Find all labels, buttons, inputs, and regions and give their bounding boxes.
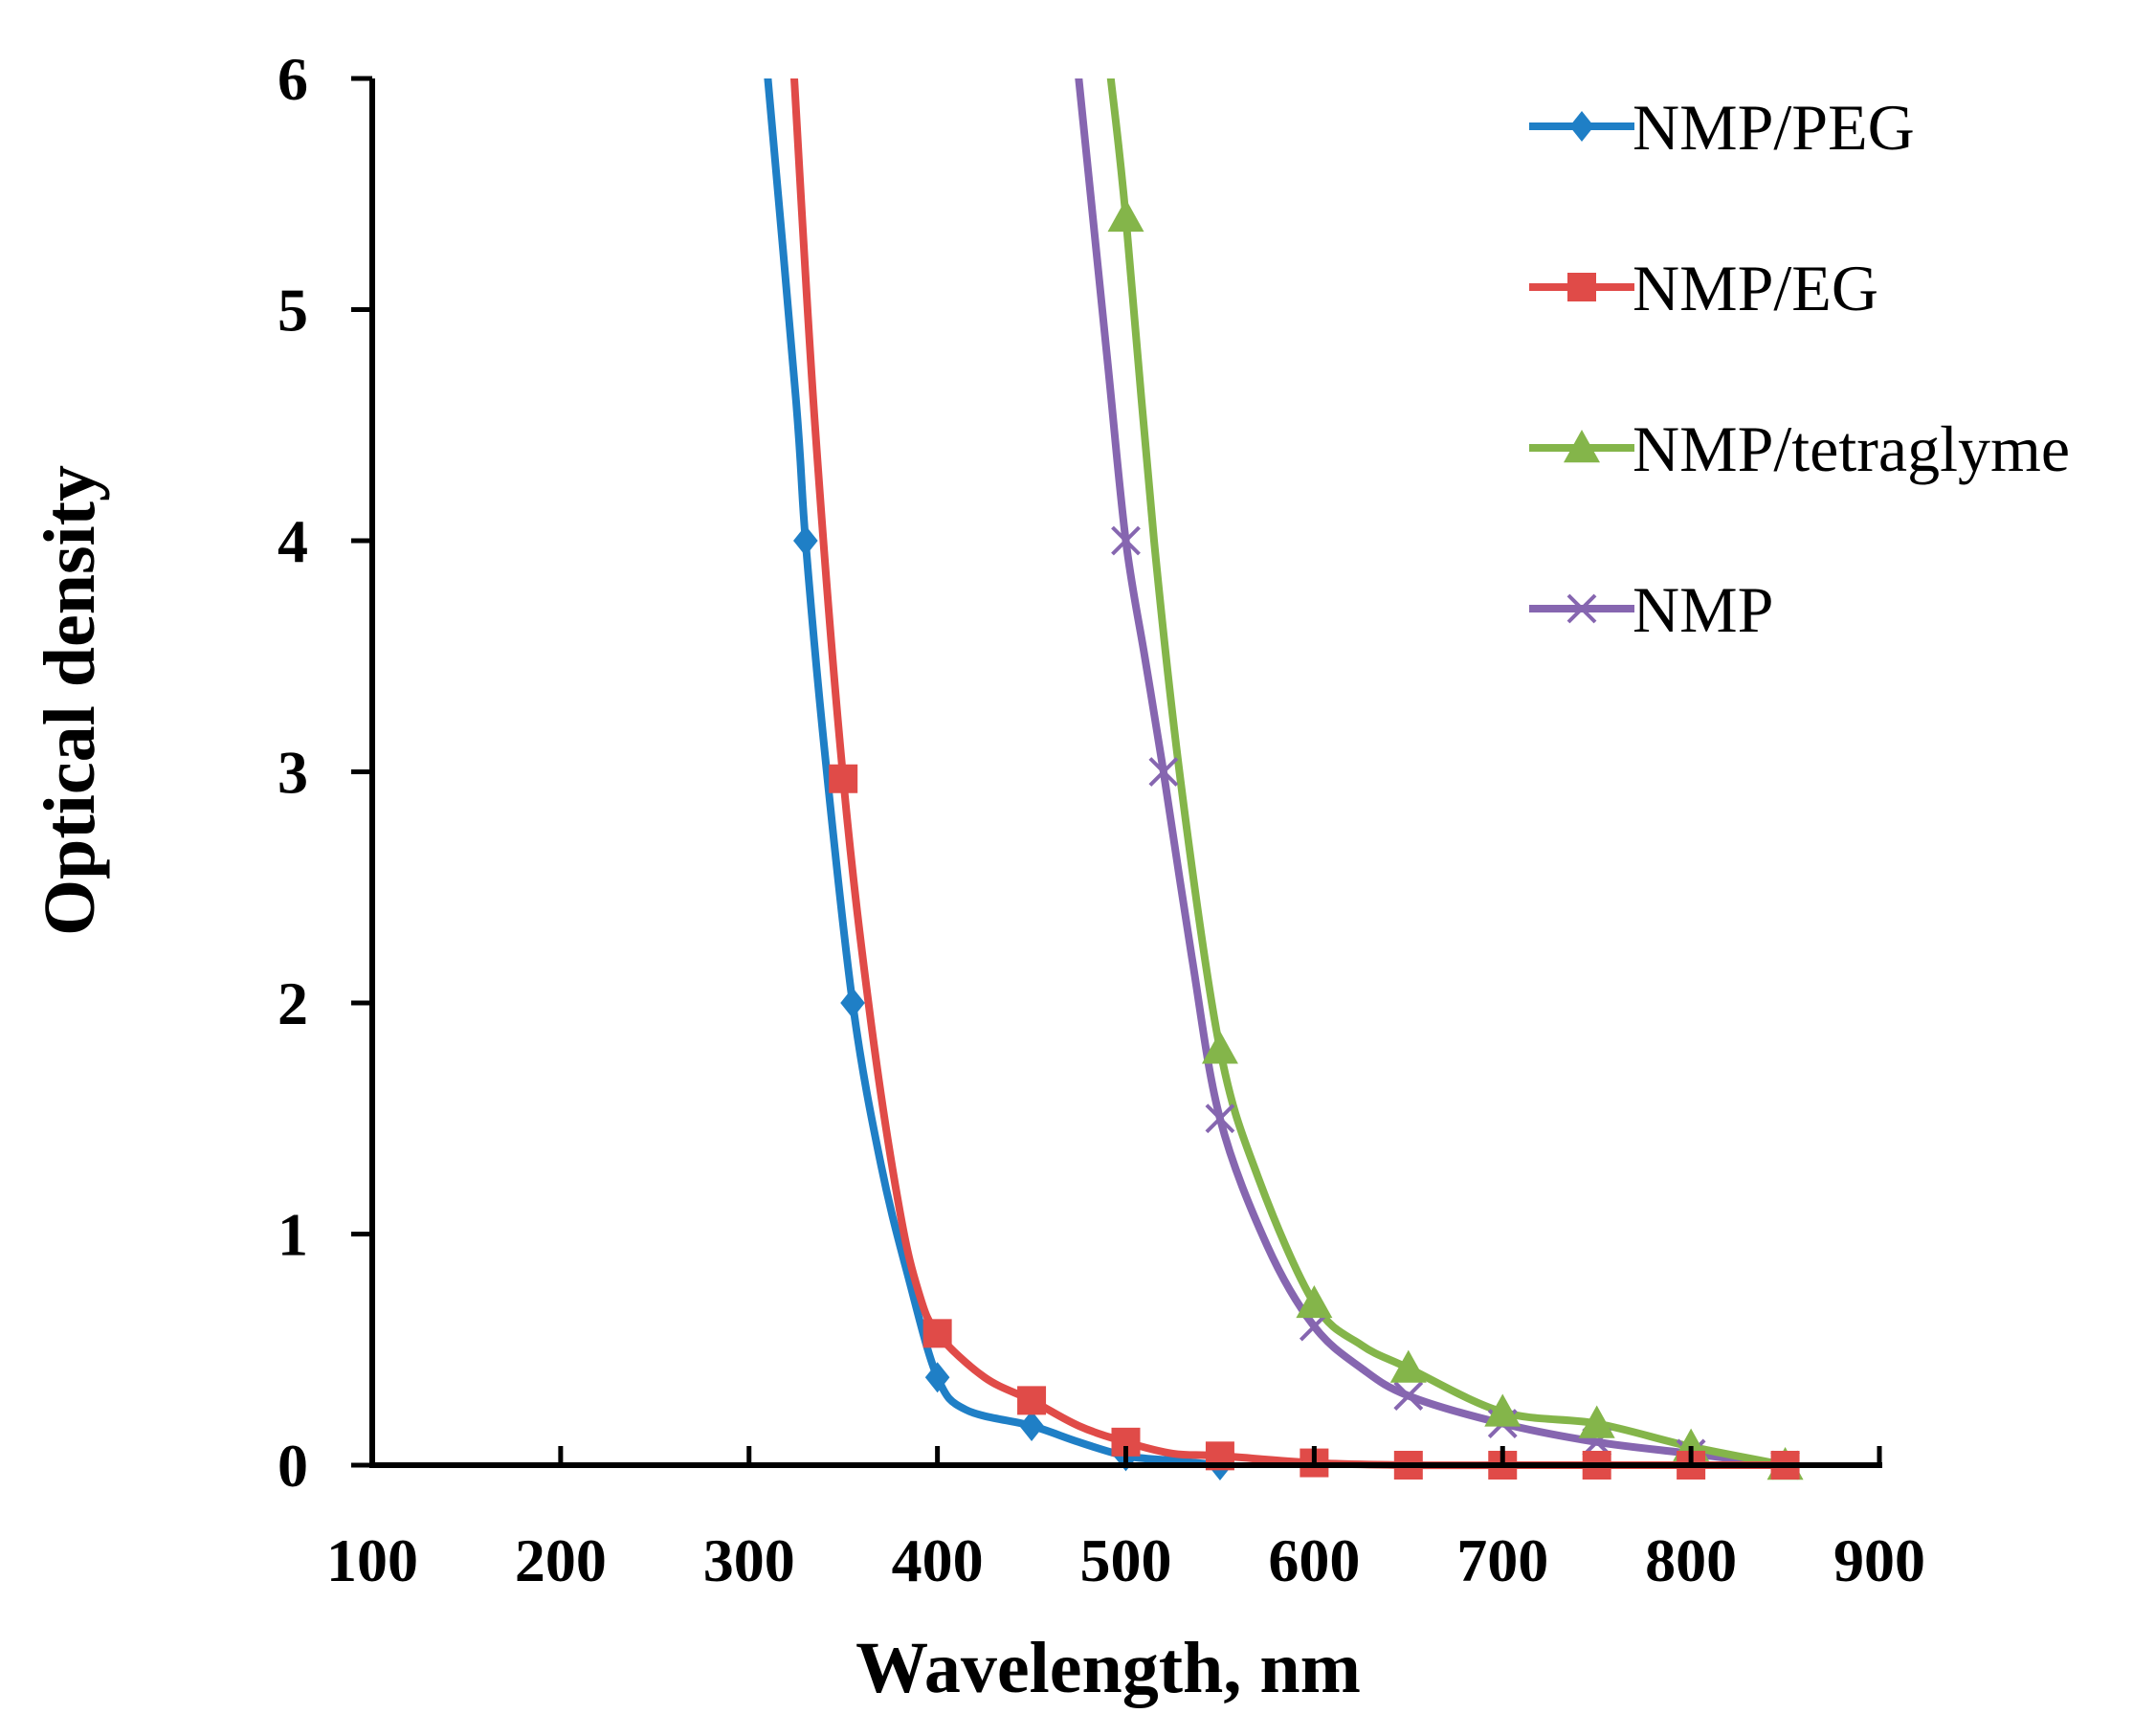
data-point-nmp-peg: [924, 1362, 950, 1393]
legend-marker-nmp-tetraglyme: [1564, 430, 1600, 463]
x-axis-title: Wavelength, nm: [855, 1628, 1361, 1708]
y-tick-label: 6: [278, 45, 308, 113]
legend-label-nmp: NMP: [1633, 573, 1773, 646]
data-point-nmp-tetraglyme: [1578, 1405, 1615, 1438]
data-point-nmp: [1393, 1381, 1424, 1411]
y-tick-label: 4: [278, 507, 308, 575]
data-point-nmp-tetraglyme: [1107, 198, 1144, 233]
series-line-nmp-peg: [764, 78, 1224, 1469]
x-tick-label: 700: [1456, 1526, 1548, 1594]
data-point-nmp-tetraglyme: [1484, 1393, 1522, 1427]
data-point-nmp-peg: [1019, 1410, 1044, 1441]
legend-label-nmp-eg: NMP/EG: [1633, 252, 1878, 324]
y-tick-label: 1: [278, 1201, 308, 1269]
data-point-nmp-tetraglyme: [1201, 1031, 1238, 1064]
series-line-nmp-tetraglyme: [1106, 78, 1789, 1469]
x-tick-label: 300: [703, 1526, 795, 1594]
y-tick-label: 3: [278, 739, 308, 807]
data-point-nmp-eg: [922, 1319, 952, 1348]
data-point-nmp: [1111, 525, 1141, 556]
ticks: 100 200 300 400 500 600 700 800 900 0 1 2 3 4 5 6: [278, 45, 1925, 1594]
data-point-nmp-tetraglyme: [1389, 1349, 1427, 1383]
x-tick-label: 600: [1268, 1526, 1360, 1594]
x-tick-label: 200: [515, 1526, 607, 1594]
x-tick-label: 100: [326, 1526, 418, 1594]
legend-marker-nmp-peg: [1569, 111, 1594, 142]
y-tick-label: 5: [278, 277, 308, 345]
data-point-nmp-tetraglyme: [1296, 1284, 1333, 1319]
x-tick-label: 400: [892, 1526, 984, 1594]
data-point-nmp-eg: [1017, 1386, 1047, 1415]
data-point-nmp-peg: [840, 988, 865, 1018]
data-point-nmp-eg: [829, 764, 858, 793]
y-axis-title: Optical density: [30, 465, 110, 936]
data-point-nmp: [1205, 1103, 1235, 1134]
y-tick-label: 0: [278, 1432, 308, 1500]
legend-marker-nmp-eg: [1567, 273, 1596, 301]
legend-marker-nmp: [1566, 593, 1597, 624]
data-point-nmp-peg: [793, 525, 818, 556]
legend-label-nmp-tetraglyme: NMP/tetraglyme: [1633, 412, 2070, 485]
y-tick-label: 2: [278, 969, 308, 1037]
x-tick-label: 900: [1833, 1526, 1925, 1594]
legend: NMP/PEG NMP/EG NMP/tetraglyme NMP: [1529, 91, 2070, 646]
legend-label-nmp-peg: NMP/PEG: [1633, 91, 1915, 164]
x-tick-label: 800: [1645, 1526, 1737, 1594]
x-tick-label: 500: [1080, 1526, 1172, 1594]
data-point-nmp: [1148, 757, 1179, 787]
marker-layer: [793, 198, 1804, 1480]
